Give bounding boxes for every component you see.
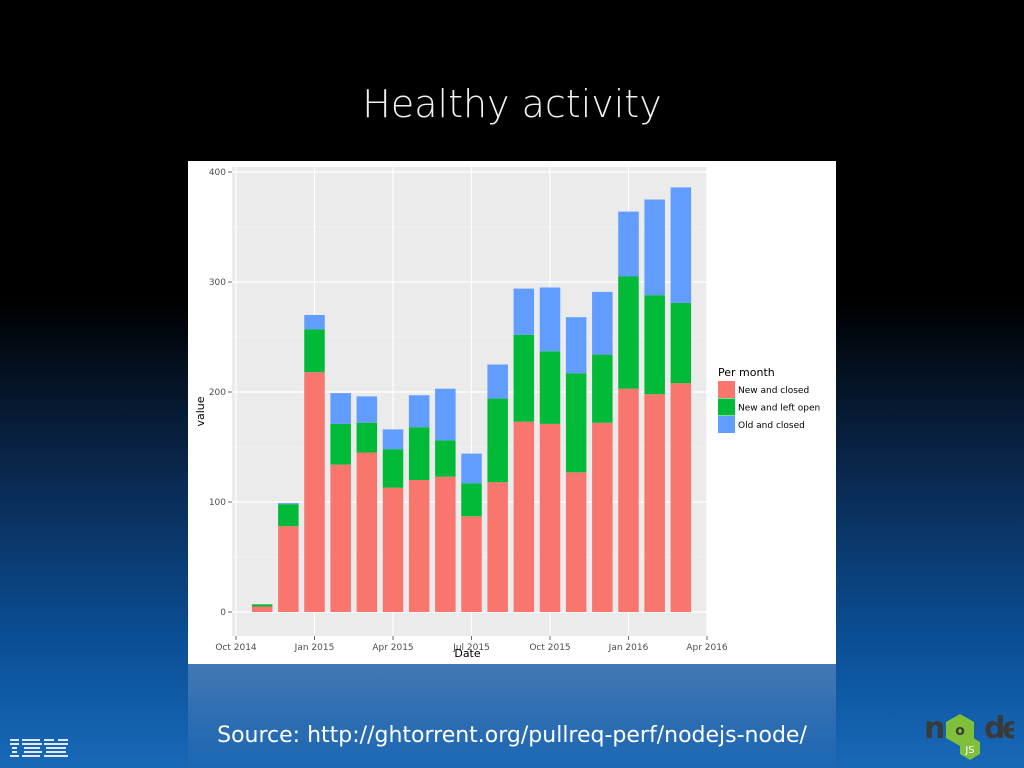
bar-segment: [278, 503, 299, 505]
legend-title: Per month: [718, 366, 775, 379]
svg-text:d: d: [984, 711, 1005, 746]
bar-segment: [644, 199, 665, 296]
bar-segment: [487, 398, 508, 483]
bar-segment: [356, 452, 378, 612]
bar-segment: [304, 329, 325, 373]
bar-segment: [565, 373, 587, 473]
bar-segment: [513, 288, 535, 335]
y-tick-label: 100: [209, 498, 226, 508]
bar-segment: [278, 504, 299, 527]
nodejs-logo: n d e o JS: [924, 711, 1014, 760]
chart-panel: 0 100 200 300 400 Oct 2014 Jan 2015 Apr 2015 Jul…: [188, 161, 836, 664]
bar-segment: [304, 315, 325, 330]
bar-segment: [618, 276, 639, 389]
bar-segment: [356, 422, 378, 453]
bar-segment: [382, 429, 404, 450]
legend-label: Old and closed: [738, 421, 805, 431]
bar-segment: [644, 295, 665, 395]
bar-segment: [461, 483, 482, 517]
bar-segment: [435, 476, 456, 612]
x-tick-label: Jan 2015: [294, 643, 335, 653]
svg-text:n: n: [924, 711, 945, 746]
slide-title: Healthy activity: [362, 82, 662, 126]
bar-segment: [330, 423, 351, 465]
bar-segment: [592, 354, 613, 423]
bar-segment: [408, 480, 430, 612]
bar-segment: [513, 421, 535, 612]
bar-segment: [461, 516, 482, 612]
x-tick-label: Oct 2015: [529, 643, 570, 653]
legend-label: New and left open: [738, 404, 820, 414]
y-axis-title: value: [194, 396, 207, 426]
x-tick-label: Jul 2015: [452, 643, 490, 653]
stacked-bar-chart: 0 100 200 300 400 Oct 2014 Jan 2015 Apr 2015 Jul…: [194, 167, 820, 660]
bar-segment: [251, 606, 273, 612]
bar-segment: [330, 393, 351, 424]
svg-text:JS: JS: [964, 745, 974, 756]
bar-segment: [592, 291, 613, 355]
bar-segment: [618, 211, 639, 277]
y-tick-label: 0: [220, 608, 226, 618]
bar-segment: [330, 464, 351, 612]
legend-swatch: [718, 398, 735, 416]
bar-segment: [408, 427, 430, 480]
bar-segment: [278, 526, 299, 612]
svg-text:o: o: [955, 723, 965, 739]
legend-swatch: [718, 416, 735, 433]
x-tick-label: Oct 2014: [215, 643, 257, 653]
bar-segment: [435, 440, 456, 477]
bar-segment: [382, 487, 404, 612]
bar-segment: [618, 388, 639, 612]
y-tick-label: 200: [209, 388, 226, 398]
x-axis-title: Date: [454, 647, 481, 660]
bar-segment: [670, 302, 692, 384]
bar-segment: [487, 364, 508, 399]
bar-segment: [408, 395, 430, 428]
x-tick-label: Apr 2016: [686, 643, 728, 653]
bar-segment: [251, 604, 273, 607]
bar-segment: [356, 396, 378, 423]
svg-text:e: e: [1002, 711, 1014, 746]
bar-segment: [487, 482, 508, 612]
y-tick-label: 300: [209, 278, 226, 288]
bar-segment: [513, 334, 535, 422]
legend-label: New and closed: [738, 386, 809, 396]
legend-swatch: [718, 381, 735, 398]
bar-segment: [539, 351, 561, 424]
bar-segment: [435, 388, 456, 441]
bar-segment: [382, 449, 404, 488]
y-tick-label: 400: [209, 168, 226, 178]
bar-segment: [539, 423, 561, 612]
bar-segment: [592, 422, 613, 612]
bar-segment: [565, 472, 587, 612]
bar-segment: [670, 383, 692, 612]
bar-segment: [644, 394, 665, 612]
source-citation: Source: http://ghtorrent.org/pullreq-per…: [217, 723, 807, 748]
bar-segment: [539, 287, 561, 352]
bar-segment: [304, 372, 325, 612]
bar-segment: [565, 317, 587, 374]
x-tick-label: Apr 2015: [372, 643, 413, 653]
ibm-logo: [10, 739, 68, 757]
bar-segment: [670, 187, 692, 303]
bar-segment: [461, 453, 482, 484]
x-tick-label: Jan 2016: [608, 643, 649, 653]
